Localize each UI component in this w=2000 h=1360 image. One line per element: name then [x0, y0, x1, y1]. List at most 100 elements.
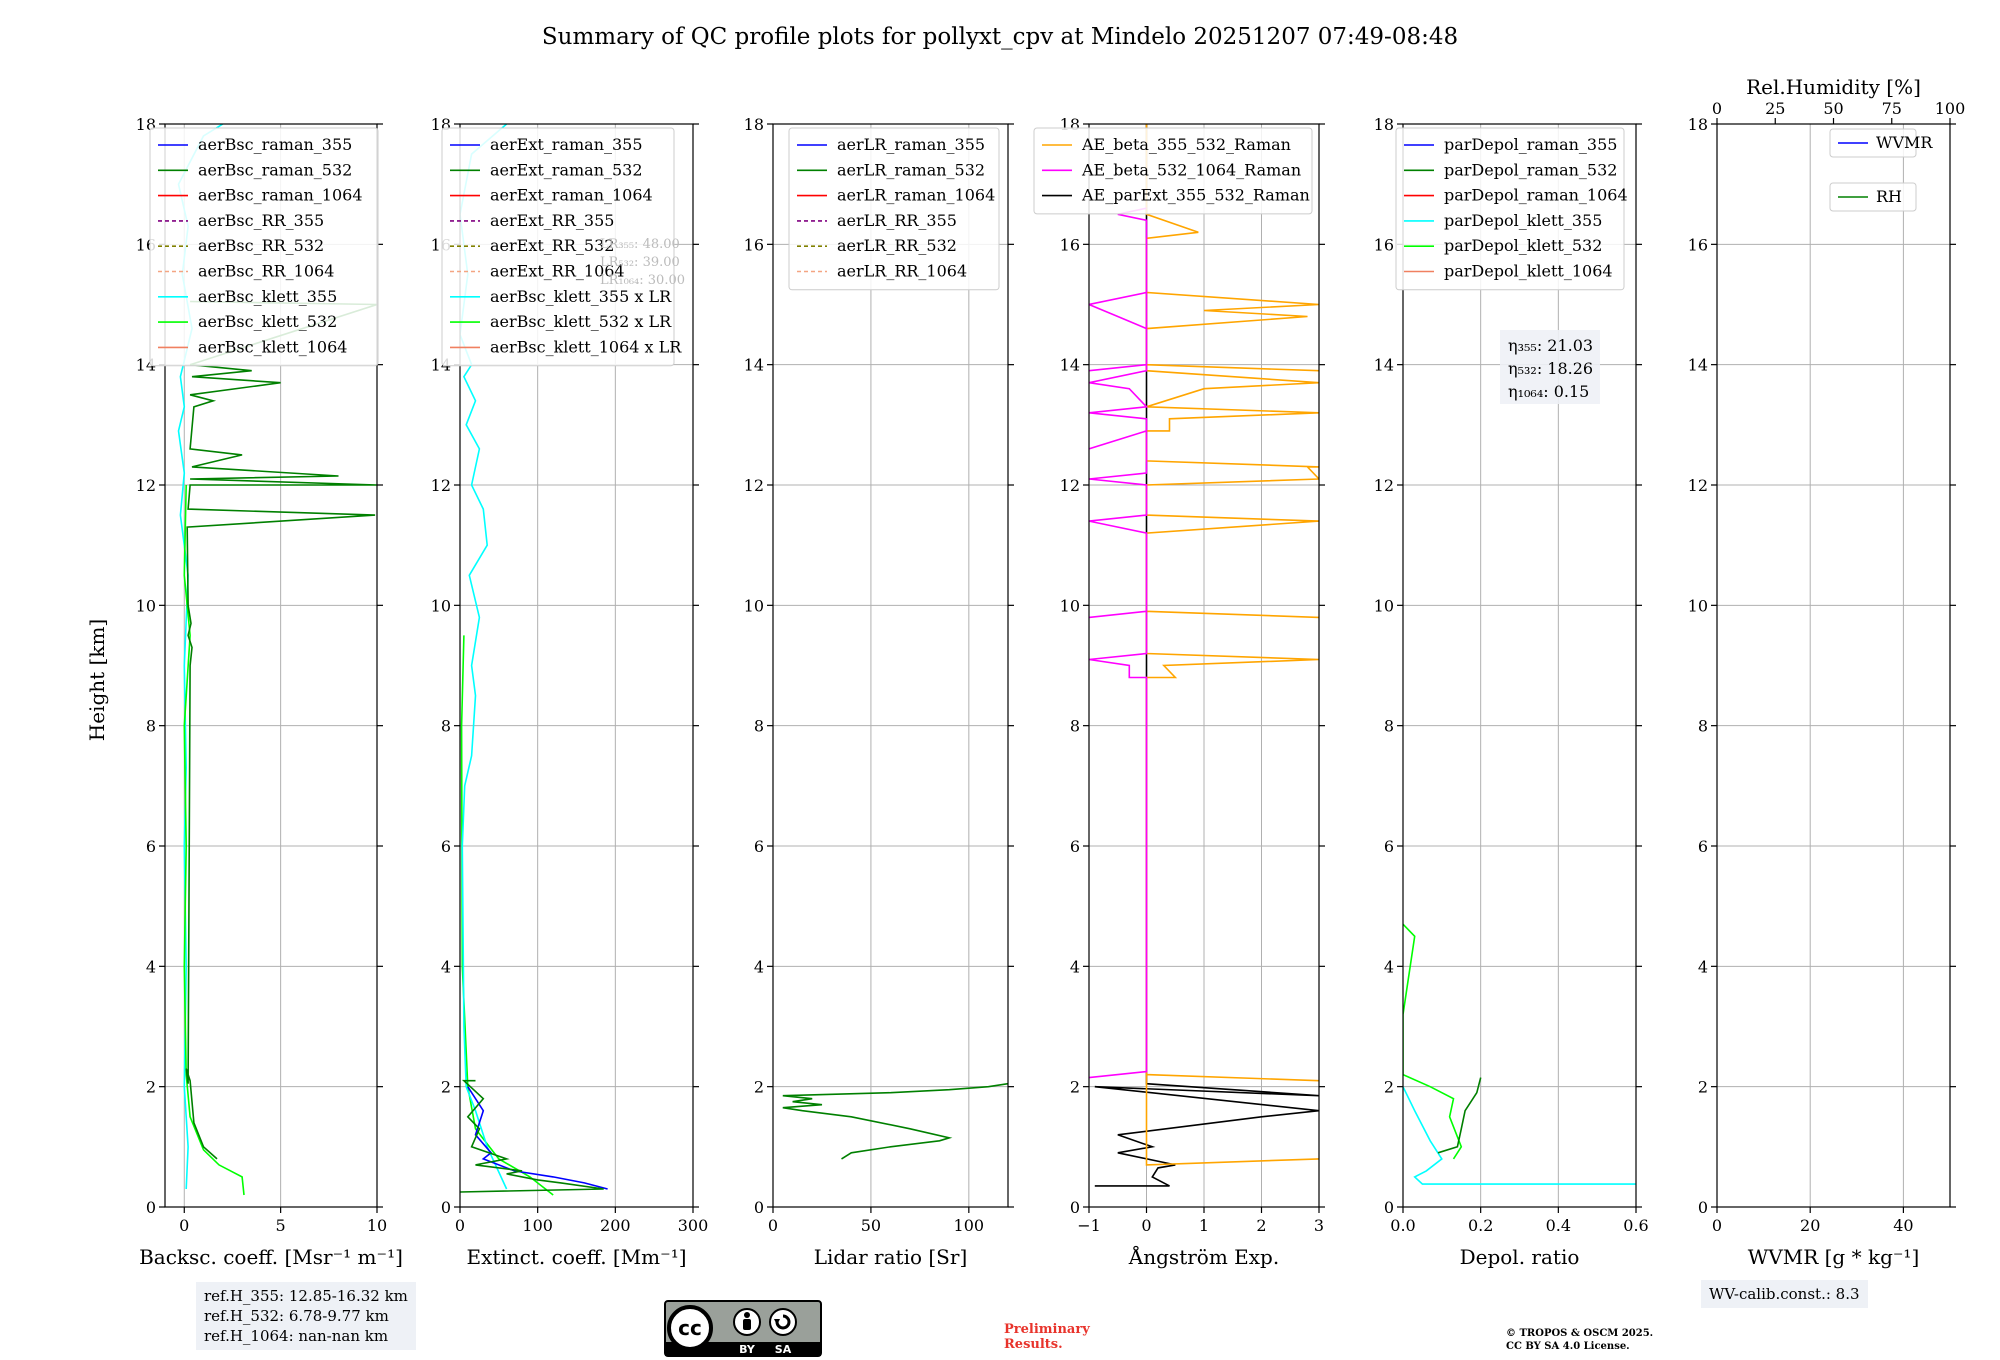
lr-ticks [767, 123, 1014, 1213]
lr-ytick-label: 12 [744, 476, 764, 495]
ae-ytick-label: 4 [1070, 957, 1080, 976]
bsc-legend-box [149, 127, 379, 367]
ext-lr-label: LR₁₀₆₄: 30.00 [600, 273, 685, 288]
wv-xtick-label: 0 [1712, 1216, 1722, 1235]
bsc-ytick-label: 10 [136, 596, 156, 615]
lr-frame [772, 123, 1009, 1208]
ref-height-box: ref.H_355: 12.85-16.32 km ref.H_532: 6.7… [196, 1282, 416, 1350]
lr-ytick-label: 0 [754, 1198, 764, 1217]
ext-ytick-label: 0 [441, 1198, 451, 1217]
preliminary-line-1: Preliminary [1004, 1322, 1090, 1337]
ext-legend-label: aerExt_RR_1064 [490, 262, 625, 281]
bsc-legend-label: aerBsc_klett_1064 [198, 337, 347, 356]
depol-eta-label: η₃₅₅: 21.03 [1508, 336, 1593, 355]
ref-height-355: ref.H_355: 12.85-16.32 km [204, 1287, 408, 1305]
depol-line-parDepol_raman_532 [1437, 1077, 1482, 1154]
bsc-line-aerBsc_klett_532 [183, 484, 245, 1196]
ext-line-aerBsc_klett_532 x LR [460, 635, 554, 1196]
lr-ytick-label: 4 [754, 957, 764, 976]
lr-xtick-label: 0 [768, 1216, 778, 1235]
depol-ticks [1397, 123, 1642, 1213]
depol-ytick-label: 4 [1384, 957, 1394, 976]
ae-ytick-label: 2 [1070, 1078, 1080, 1097]
ext-ytick-label: 12 [431, 476, 451, 495]
bsc-legend-label: aerBsc_RR_355 [198, 211, 324, 230]
cc-by-sa-badge: cc BY SA [664, 1300, 822, 1357]
bsc-xtick-label: 0 [179, 1216, 189, 1235]
wv-ytick-label: 12 [1688, 476, 1708, 495]
bsc-legend: aerBsc_raman_355 aerBsc_raman_532 aerBsc_r… [149, 127, 379, 367]
ext-ytick-label: 6 [441, 837, 451, 856]
ae-line-AE_parExt_355_532_Raman [1094, 124, 1319, 1187]
depol-ytick-label: 18 [1374, 115, 1394, 134]
depol-eta-label: η₅₃₂: 18.26 [1508, 359, 1593, 378]
lr-ytick-label: 16 [744, 235, 764, 254]
depol-frame [1402, 123, 1637, 1208]
by-label: BY [739, 1343, 756, 1356]
ae-ytick-label: 12 [1060, 476, 1080, 495]
wv-grid [1716, 123, 1950, 1208]
bsc-xlabel: Backsc. coeff. [Msr⁻¹ m⁻¹] [139, 1245, 403, 1269]
bsc-ytick-label: 8 [146, 717, 156, 736]
wv-top-tick-label: 50 [1823, 99, 1843, 118]
depol-legend-box [1395, 127, 1625, 291]
lr-ytick-label: 8 [754, 717, 764, 736]
depol-ytick-label: 14 [1374, 356, 1394, 375]
bsc-legend-label: aerBsc_raman_1064 [198, 186, 363, 205]
preliminary-line-2: Results. [1004, 1337, 1063, 1352]
ext-lr-label: LR₅₃₂: 39.00 [600, 255, 680, 270]
depol-legend-label: parDepol_klett_1064 [1444, 262, 1613, 281]
ae-ytick-label: 0 [1070, 1198, 1080, 1217]
depol-eta-label: η₁₀₆₄: 0.15 [1508, 382, 1589, 401]
ext-xtick-label: 100 [522, 1216, 553, 1235]
wv-top-tick-label: 75 [1882, 99, 1902, 118]
wv-ytick-label: 8 [1698, 717, 1708, 736]
ext-line-aerExt_raman_355 [467, 1086, 608, 1190]
depol-eta-box [1500, 330, 1600, 404]
depol-legend-label: parDepol_klett_355 [1444, 211, 1602, 230]
depol-line-parDepol_klett_532 [1403, 923, 1463, 1160]
ext-line-aerBsc_klett_355 x LR [460, 124, 508, 1190]
wv-top-tick-label: 25 [1765, 99, 1785, 118]
ae-xlabel: Ångström Exp. [1128, 1244, 1279, 1269]
wv-legend-label: WVMR [1876, 133, 1933, 152]
ae-ytick-label: 14 [1060, 356, 1080, 375]
wv-xlabel: WVMR [g * kg⁻¹] [1748, 1245, 1920, 1269]
lr-legend-label: aerLR_raman_1064 [837, 186, 995, 205]
ext-series [460, 124, 608, 1196]
depol-line-parDepol_klett_355 [1403, 1086, 1636, 1185]
bsc-ytick-label: 2 [146, 1078, 156, 1097]
ae-line-AE_beta_355_532_Raman [1145, 124, 1319, 1166]
lr-xtick-label: 50 [861, 1216, 881, 1235]
ext-legend-label: aerExt_raman_532 [490, 160, 643, 179]
lr-legend-label: aerLR_raman_532 [837, 160, 985, 179]
ae-xtick-label: −1 [1077, 1216, 1101, 1235]
wv-legend: WVMR RH [1829, 128, 1933, 212]
panel-lr: 0 50 100 0 2 4 6 8 10 12 14 16 18 Lidar ratio [Sr] aer… [744, 115, 1014, 1269]
ref-height-1064: ref.H_1064: nan-nan km [204, 1327, 389, 1345]
ae-xtick-label: 3 [1314, 1216, 1324, 1235]
depol-ytick-label: 6 [1384, 837, 1394, 856]
sa-label: SA [775, 1343, 792, 1356]
ext-legend-box [441, 127, 675, 367]
copyright-line-2: CC BY SA 4.0 License. [1506, 1341, 1630, 1352]
depol-xtick-label: 0.2 [1468, 1216, 1493, 1235]
ext-legend-label: aerBsc_klett_1064 x LR [490, 337, 682, 356]
wv-legend-label: RH [1876, 187, 1902, 206]
depol-ytick-label: 16 [1374, 235, 1394, 254]
ext-frame [459, 123, 694, 1208]
lr-series [782, 1082, 1008, 1160]
ext-ytick-label: 4 [441, 957, 451, 976]
figure-title: Summary of QC profile plots for pollyxt_… [542, 24, 1458, 50]
bsc-xtick-label: 10 [367, 1216, 387, 1235]
ae-ytick-label: 6 [1070, 837, 1080, 856]
lr-xlabel: Lidar ratio [Sr] [814, 1245, 968, 1269]
cc-logo-icon [667, 1305, 713, 1351]
lr-line-aerLR_raman_532 [782, 1082, 1008, 1160]
lr-ytick-label: 18 [744, 115, 764, 134]
bsc-frame [164, 123, 378, 1208]
ext-ytick-label: 8 [441, 717, 451, 736]
